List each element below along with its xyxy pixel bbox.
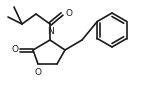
Text: O: O	[65, 8, 72, 17]
Text: O: O	[34, 68, 42, 77]
Text: N: N	[47, 27, 53, 36]
Text: O: O	[11, 46, 19, 54]
